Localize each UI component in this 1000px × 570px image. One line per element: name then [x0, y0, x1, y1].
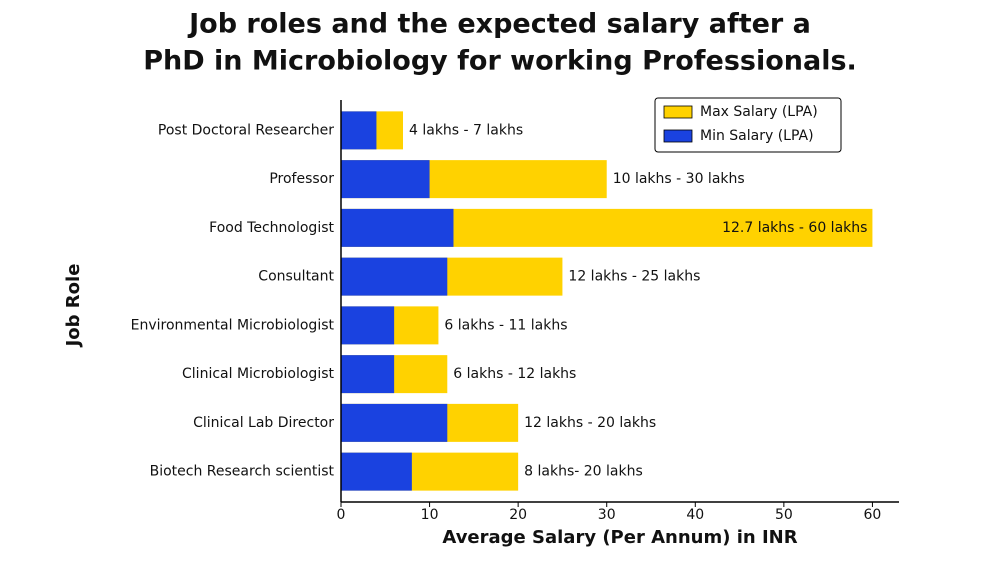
x-tick-label: 30 [598, 507, 616, 523]
bar [341, 160, 430, 199]
value-label: 10 lakhs - 30 lakhs [613, 171, 745, 187]
x-tick-label: 40 [686, 507, 704, 523]
bar [341, 257, 448, 296]
y-tick-label: Environmental Microbiologist [131, 317, 335, 333]
x-tick-label: 10 [421, 507, 439, 523]
chart-title: Job roles and the expected salary after … [187, 9, 811, 40]
value-label: 12 lakhs - 20 lakhs [524, 415, 656, 431]
y-tick-label: Clinical Lab Director [193, 415, 334, 431]
x-axis-label: Average Salary (Per Annum) in INR [442, 527, 797, 548]
chart-title: PhD in Microbiology for working Professi… [143, 46, 857, 77]
legend-swatch [663, 129, 693, 143]
y-tick-label: Biotech Research scientist [150, 464, 335, 480]
bar [341, 355, 395, 394]
bar [341, 452, 412, 491]
y-tick-label: Professor [269, 171, 334, 187]
legend-swatch [663, 105, 693, 119]
bar [341, 111, 377, 150]
x-tick-label: 60 [864, 507, 882, 523]
y-tick-label: Post Doctoral Researcher [158, 122, 334, 138]
value-label: 4 lakhs - 7 lakhs [409, 122, 523, 138]
x-tick-label: 0 [337, 507, 346, 523]
y-tick-label: Food Technologist [209, 220, 334, 236]
y-axis-label: Job Role [63, 264, 84, 349]
legend-label: Max Salary (LPA) [700, 104, 818, 120]
y-tick-label: Consultant [258, 269, 334, 285]
value-label: 6 lakhs - 11 lakhs [444, 317, 567, 333]
bar [341, 306, 395, 345]
value-label: 8 lakhs- 20 lakhs [524, 464, 643, 480]
legend-box [654, 97, 842, 153]
value-label: 12.7 lakhs - 60 lakhs [722, 220, 867, 236]
legend-label: Min Salary (LPA) [700, 128, 814, 144]
bar [341, 403, 448, 442]
y-tick-label: Clinical Microbiologist [182, 366, 334, 382]
x-tick-label: 20 [509, 507, 527, 523]
value-label: 12 lakhs - 25 lakhs [568, 269, 700, 285]
bar [341, 208, 454, 247]
value-label: 6 lakhs - 12 lakhs [453, 366, 576, 382]
x-tick-label: 50 [775, 507, 793, 523]
